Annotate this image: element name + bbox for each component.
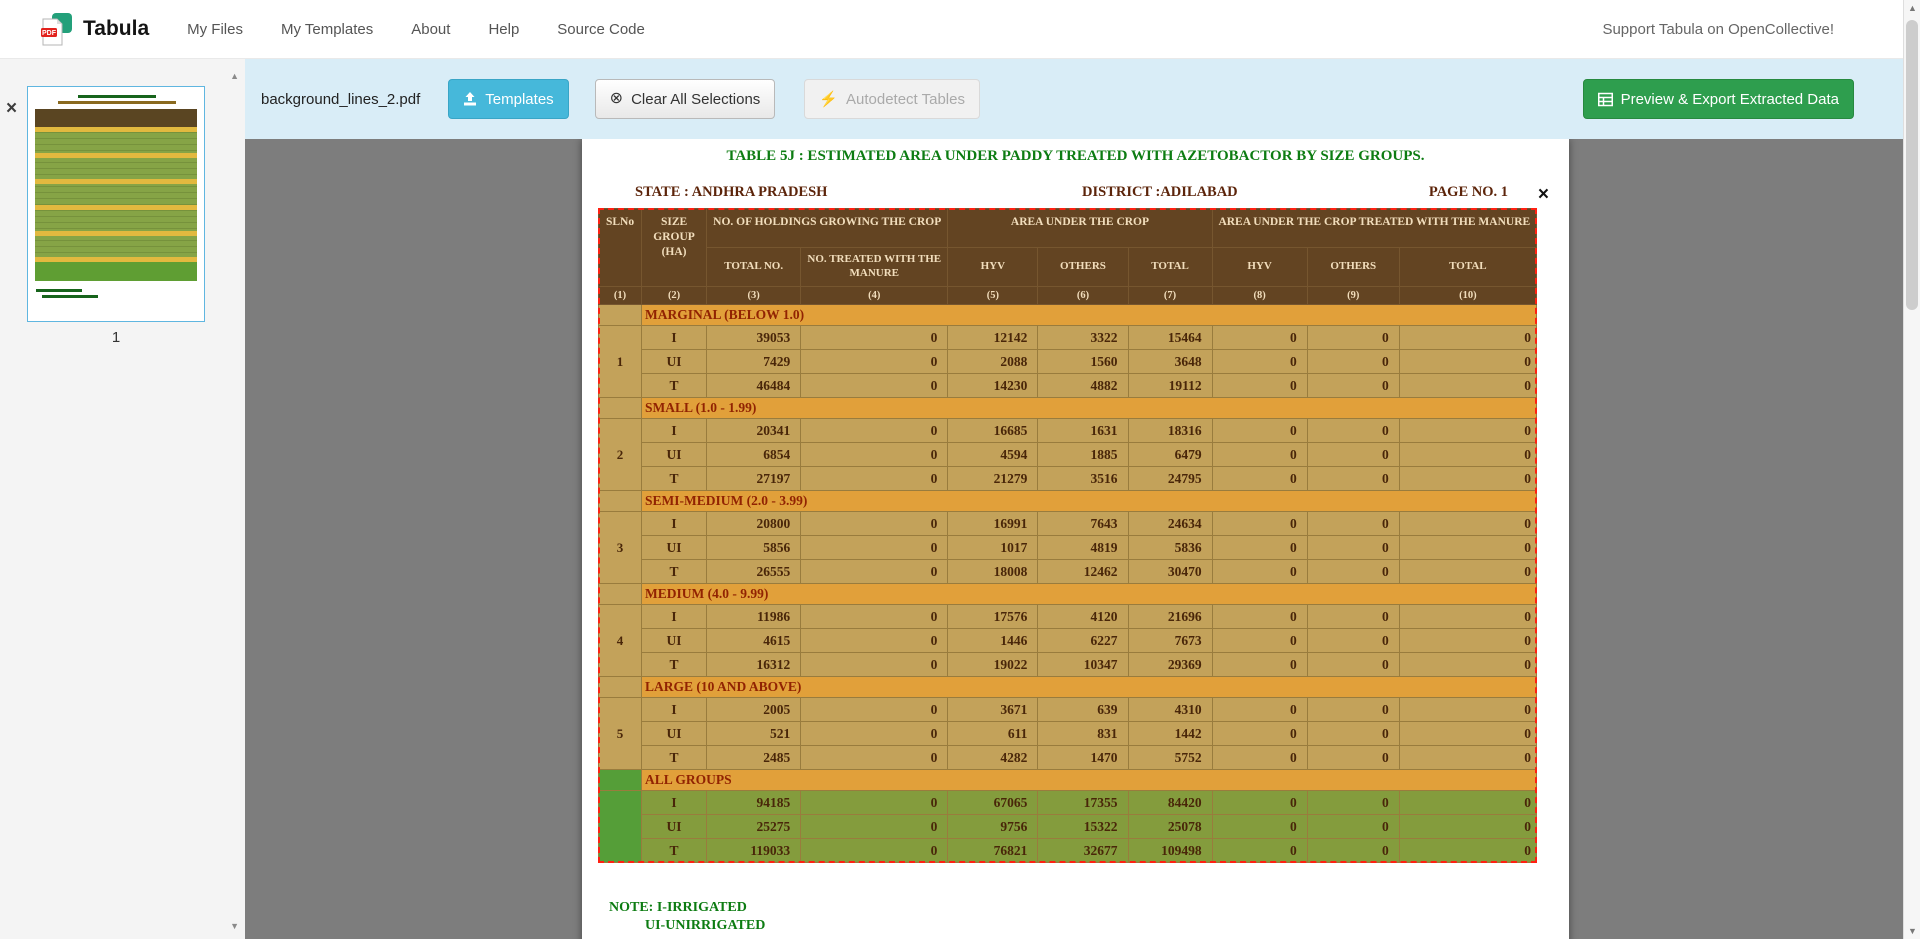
document-note: NOTE: I-IRRIGATED UI-UNIRRIGATED xyxy=(609,899,765,935)
nav-links: My Files My Templates About Help Source Code xyxy=(187,21,645,38)
page-number-indicator: PAGE NO. 1 xyxy=(1428,184,1508,200)
top-navbar: PDF Tabula My Files My Templates About Help… xyxy=(0,0,1920,59)
nav-item-my-files[interactable]: My Files xyxy=(187,20,243,38)
table-row: 4 I 11986 0 17576 4120 21696 0 0 0 xyxy=(597,604,1538,677)
nav-item-source-code[interactable]: Source Code xyxy=(557,20,645,38)
district-value: ADILABAD xyxy=(1160,184,1238,200)
sidebar-scroll-down-icon[interactable]: ▼ xyxy=(230,921,239,931)
scrollbar-down-icon[interactable]: ▼ xyxy=(1908,926,1917,936)
nav-item-about[interactable]: About xyxy=(411,20,451,38)
table-row: T 119033 0 76821 32677 109498 0 0 0 xyxy=(599,838,1538,863)
clear-button-label: Clear All Selections xyxy=(631,90,761,108)
page-thumbnail[interactable] xyxy=(27,86,205,322)
table-row: T 2485 0 4282 1470 5752 0 0 0 xyxy=(599,745,1538,770)
table-selection[interactable]: × SLNo SIZE GROUP (HA) NO. OF HOLDINGS GRO… xyxy=(597,185,1549,863)
scrollbar-thumb[interactable] xyxy=(1906,20,1918,310)
document-title: TABLE 5J : ESTIMATED AREA UNDER PADDY TR… xyxy=(726,148,1425,164)
tabula-logo[interactable]: PDF xyxy=(40,12,74,46)
page-number-label: 1 xyxy=(111,329,121,346)
scrollbar-up-icon[interactable]: ▲ xyxy=(1908,3,1917,13)
table-row: T 16312 0 19022 10347 29369 0 0 0 xyxy=(599,652,1538,677)
state-label: STATE : ANDHRA PRADESH xyxy=(635,184,828,200)
export-button-label: Preview & Export Extracted Data xyxy=(1620,90,1839,108)
table-row: 1 I 39053 0 12142 3322 15464 0 0 0 xyxy=(597,325,1538,398)
table-row: UI 5856 0 1017 4819 5836 0 0 0 xyxy=(599,535,1538,560)
brand-title[interactable]: Tabula xyxy=(83,17,150,40)
document-meta: STATE : ANDHRA PRADESH DISTRICT :ADILABA… xyxy=(582,184,1569,202)
pdf-badge-label: PDF xyxy=(42,30,57,37)
table-row: 5 I 2005 0 3671 639 4310 0 0 0 xyxy=(597,697,1538,770)
extraction-table: SLNo SIZE GROUP (HA) NO. OF HOLDINGS GROWI… xyxy=(597,208,1538,863)
nav-item-help[interactable]: Help xyxy=(488,20,520,38)
pages-sidebar: ▲ × 1 ▼ xyxy=(0,59,245,939)
lightning-icon: ⚡ xyxy=(819,91,838,108)
page-scrollbar[interactable]: ▲ ▼ xyxy=(1903,0,1920,939)
table-row: 3 I 20800 0 16991 7643 24634 0 0 0 xyxy=(597,511,1538,584)
autodetect-button-label: Autodetect Tables xyxy=(846,90,965,108)
table-row: UI 6854 0 4594 1885 6479 0 0 0 xyxy=(599,442,1538,467)
group-band-row: ALL GROUPS xyxy=(597,769,1537,791)
selection-close-button[interactable]: × xyxy=(1537,184,1549,205)
group-band-row: SMALL (1.0 - 1.99) xyxy=(597,397,1537,419)
nav-item-my-templates[interactable]: My Templates xyxy=(280,20,374,38)
group-band-row: MEDIUM (4.0 - 9.99) xyxy=(597,583,1537,605)
remove-page-button[interactable]: × xyxy=(6,98,18,119)
templates-button-label: Templates xyxy=(485,90,554,108)
clear-circle-icon: ⊗ xyxy=(609,90,624,107)
table-icon xyxy=(1597,92,1613,106)
templates-button[interactable]: Templates xyxy=(448,79,569,119)
clear-selections-button[interactable]: ⊗ Clear All Selections xyxy=(594,79,776,119)
export-button[interactable]: Preview & Export Extracted Data xyxy=(1582,79,1854,119)
table-row: UI 25275 0 9756 15322 25078 0 0 0 xyxy=(599,814,1538,839)
note-line-1: NOTE: I-IRRIGATED xyxy=(609,900,747,915)
table-row: UI 4615 0 1446 6227 7673 0 0 0 xyxy=(599,628,1538,653)
group-band-row: SEMI-MEDIUM (2.0 - 3.99) xyxy=(597,490,1537,512)
autodetect-tables-button[interactable]: ⚡ Autodetect Tables xyxy=(804,79,980,119)
table-row: UI 521 0 611 831 1442 0 0 0 xyxy=(599,721,1538,746)
table-row: T 26555 0 18008 12462 30470 0 0 0 xyxy=(599,559,1538,584)
table-row: T 46484 0 14230 4882 19112 0 0 0 xyxy=(599,373,1538,398)
support-link[interactable]: Support Tabula on OpenCollective! xyxy=(1602,20,1834,38)
upload-icon xyxy=(464,92,477,106)
table-row: 2 I 20341 0 16685 1631 18316 0 0 0 xyxy=(597,418,1538,491)
pdf-canvas[interactable]: TABLE 5J : ESTIMATED AREA UNDER PADDY TR… xyxy=(245,139,1920,939)
group-band-row: LARGE (10 AND ABOVE) xyxy=(597,676,1537,698)
table-row: I 94185 0 67065 17355 84420 0 0 0 xyxy=(597,790,1538,863)
thumbnail-graphic xyxy=(78,95,156,98)
note-line-2: UI-UNIRRIGATED xyxy=(645,918,766,933)
pdf-page[interactable]: TABLE 5J : ESTIMATED AREA UNDER PADDY TR… xyxy=(582,139,1569,939)
group-band-row: MARGINAL (BELOW 1.0) xyxy=(597,304,1537,326)
state-value: ANDHRA PRADESH xyxy=(691,184,828,200)
table-row: T 27197 0 21279 3516 24795 0 0 0 xyxy=(599,466,1538,491)
sidebar-scroll-up-icon[interactable]: ▲ xyxy=(230,71,239,81)
district-label: DISTRICT :ADILABAD xyxy=(1082,184,1238,200)
table-row: UI 7429 0 2088 1560 3648 0 0 0 xyxy=(599,349,1538,374)
filename-label: background_lines_2.pdf xyxy=(261,90,421,108)
toolbar: background_lines_2.pdf Templates ⊗ Clear… xyxy=(245,59,1920,139)
